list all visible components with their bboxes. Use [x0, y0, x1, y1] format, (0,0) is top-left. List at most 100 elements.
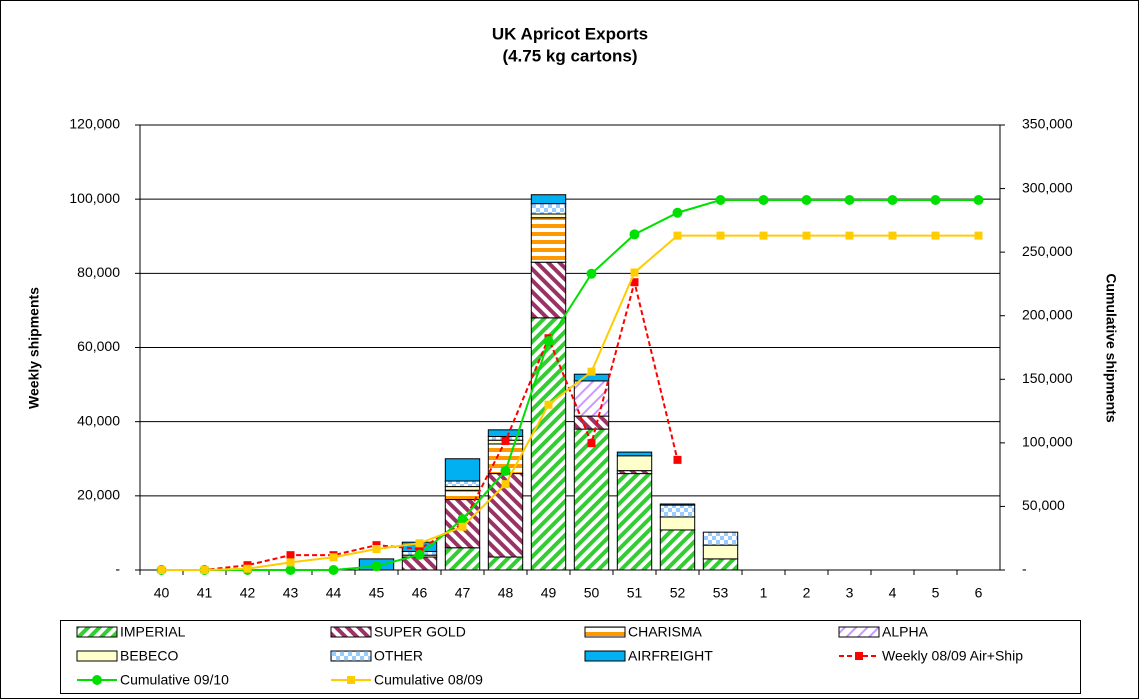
legend-label: AIRFREIGHT	[628, 648, 713, 664]
y2-tick-label: 300,000	[1022, 179, 1073, 195]
bar-segment	[702, 531, 739, 546]
x-tick-label: 53	[713, 585, 729, 601]
chart-title: UK Apricot Exports	[492, 24, 648, 43]
line-marker	[458, 522, 467, 531]
line-marker	[672, 207, 683, 218]
legend-swatch	[330, 650, 372, 662]
line-marker	[931, 231, 940, 240]
x-tick-label: 50	[584, 585, 600, 601]
bar-segment	[573, 415, 610, 430]
bar-segment	[659, 516, 696, 531]
y2-tick-label: 350,000	[1022, 116, 1073, 132]
line-marker	[286, 558, 295, 567]
bar-segment	[616, 451, 653, 457]
legend-label: Cumulative 09/10	[120, 672, 229, 688]
bar-segment	[702, 558, 739, 571]
bar-segment	[659, 503, 696, 506]
bar-segment	[616, 473, 653, 571]
bar-segment	[444, 480, 481, 488]
legend-box	[60, 620, 1081, 694]
x-tick-label: 42	[240, 585, 256, 601]
bar-segment	[659, 529, 696, 571]
y-tick-label: -	[115, 561, 120, 577]
line-marker	[759, 231, 768, 240]
line-marker	[200, 566, 209, 574]
x-tick-label: 48	[498, 585, 514, 601]
y2-axis-label: Cumulative shipments	[1103, 273, 1119, 423]
x-tick-label: 49	[541, 585, 557, 601]
line-series	[161, 199, 979, 571]
line-marker	[930, 195, 941, 206]
bar-segment	[702, 544, 739, 560]
x-tick-label: 40	[154, 585, 170, 601]
x-tick-label: 51	[627, 585, 643, 601]
legend-swatch	[76, 626, 118, 638]
y2-tick-label: 200,000	[1022, 306, 1073, 322]
y-axis-label: Weekly shipments	[26, 287, 42, 409]
x-tick-label: 44	[326, 585, 342, 601]
legend-swatch	[76, 650, 118, 662]
x-tick-label: 47	[455, 585, 471, 601]
bar-segment	[530, 203, 567, 215]
line-marker	[802, 231, 811, 240]
line-marker	[501, 480, 510, 489]
legend-label: Cumulative 08/09	[374, 672, 483, 688]
line-marker	[415, 544, 424, 553]
legend-marker	[855, 652, 863, 660]
legend-swatch	[584, 650, 626, 662]
line-marker	[715, 195, 726, 206]
chart-subtitle: (4.75 kg cartons)	[502, 46, 637, 65]
bar-segment	[616, 455, 653, 472]
y-tick-label: 80,000	[77, 264, 120, 280]
bar-segment	[444, 489, 481, 501]
line-marker	[629, 229, 640, 240]
y2-tick-label: 150,000	[1022, 370, 1073, 386]
legend-label: IMPERIAL	[120, 624, 186, 640]
legend-swatch	[838, 626, 880, 638]
line-marker	[544, 400, 553, 409]
x-tick-label: 41	[197, 585, 213, 601]
x-tick-label: 45	[369, 585, 385, 601]
bar-segment	[530, 317, 567, 571]
bar-segment	[530, 194, 567, 205]
legend-marker	[92, 675, 102, 685]
line-marker	[887, 195, 898, 206]
line-marker	[587, 367, 596, 376]
legend-swatch	[330, 626, 372, 638]
x-tick-label: 46	[412, 585, 428, 601]
line-marker	[630, 278, 639, 287]
line-marker	[371, 561, 382, 572]
line-marker	[500, 465, 511, 476]
y-tick-label: 60,000	[77, 338, 120, 354]
y-tick-label: 120,000	[69, 116, 120, 132]
line-marker	[844, 195, 855, 206]
line-marker	[372, 545, 381, 554]
line-marker	[543, 336, 554, 347]
bar-segment	[444, 547, 481, 571]
legend-label: ALPHA	[882, 624, 929, 640]
line-marker	[758, 195, 769, 206]
line-marker	[586, 268, 597, 279]
bar-segment	[487, 429, 524, 438]
legend-label: CHARISMA	[628, 624, 703, 640]
y2-tick-label: 250,000	[1022, 243, 1073, 259]
x-tick-label: 2	[803, 585, 811, 601]
bar-segment	[573, 428, 610, 571]
line-marker	[587, 439, 596, 448]
line-marker	[888, 231, 897, 240]
x-tick-label: 43	[283, 585, 299, 601]
legend-label: SUPER GOLD	[374, 624, 466, 640]
bar-segment	[487, 556, 524, 571]
line-marker	[328, 565, 339, 575]
x-tick-label: 6	[975, 585, 983, 601]
y2-tick-label: 50,000	[1022, 497, 1065, 513]
line-marker	[243, 564, 252, 573]
line-marker	[501, 436, 510, 445]
line-marker	[329, 553, 338, 562]
line-marker	[716, 231, 725, 240]
legend-marker	[347, 676, 355, 684]
y2-tick-label: -	[1022, 561, 1027, 577]
line-marker	[801, 195, 812, 206]
line-marker	[414, 549, 425, 560]
